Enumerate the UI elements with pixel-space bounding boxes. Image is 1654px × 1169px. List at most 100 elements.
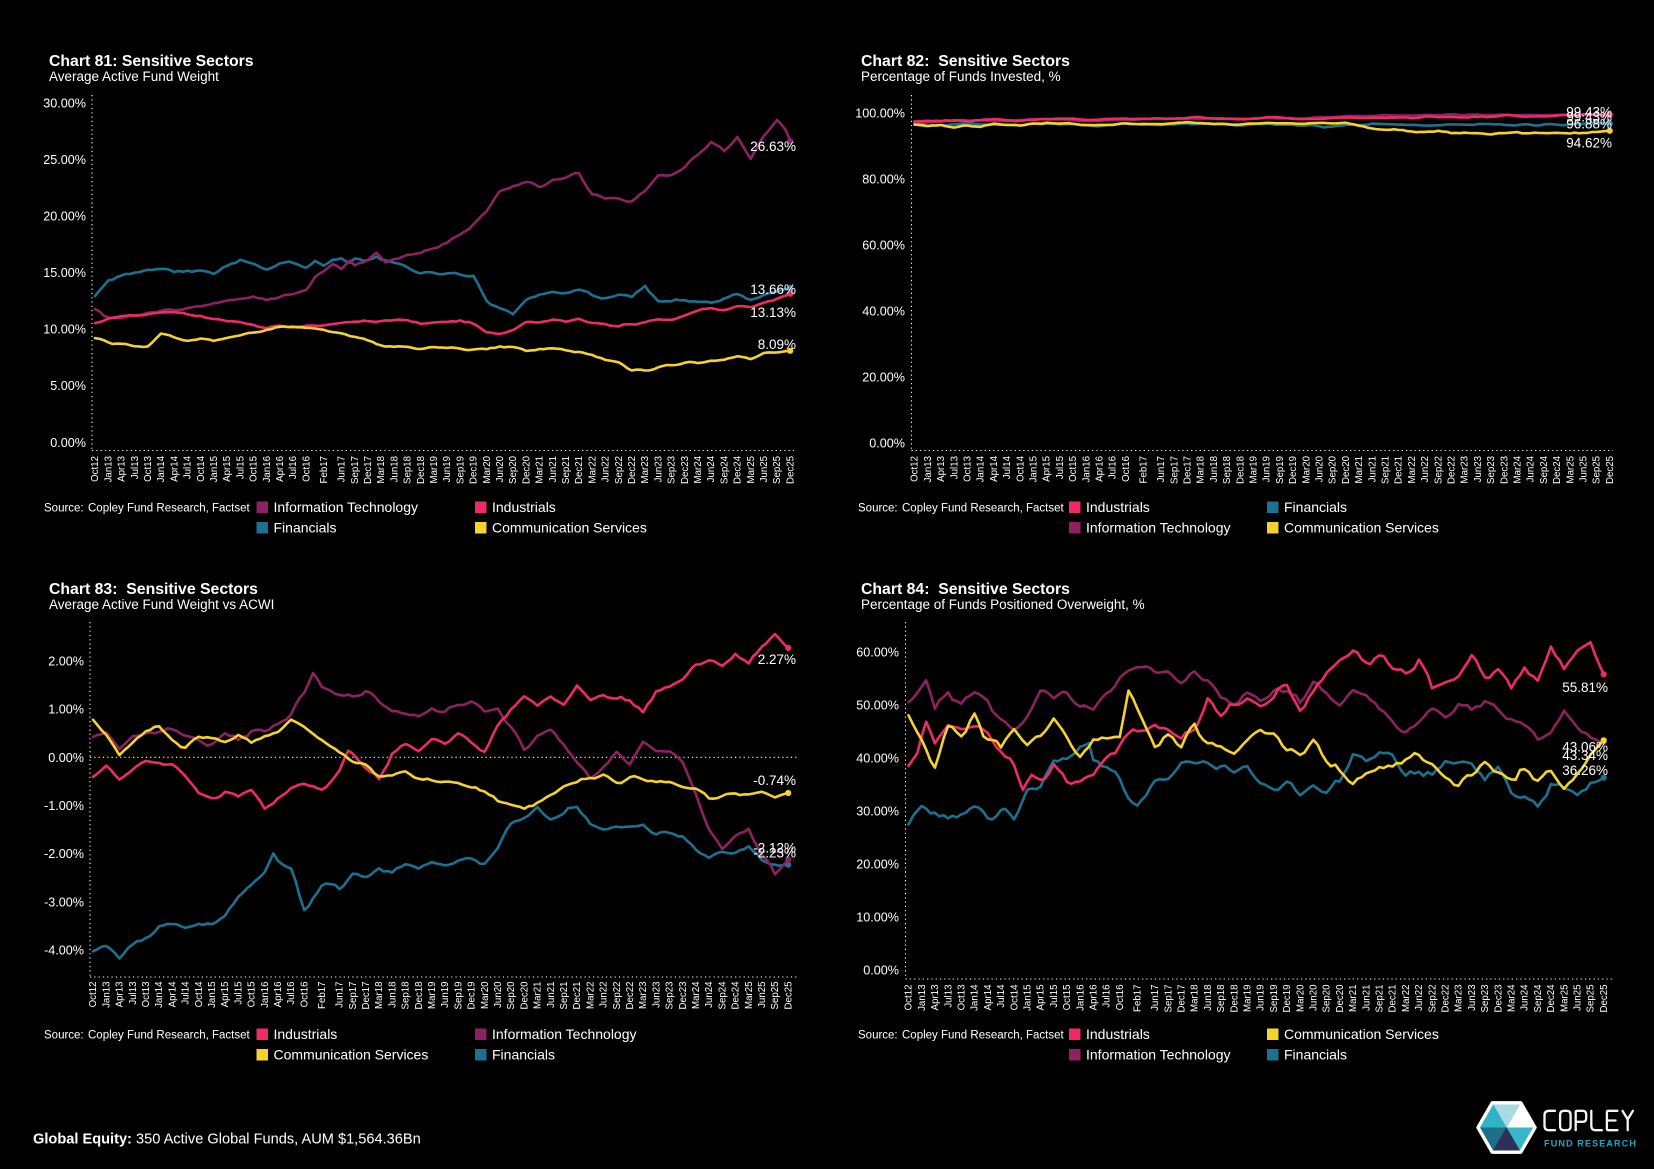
- svg-text:Jun19: Jun19: [1262, 456, 1273, 482]
- svg-text:Dec22: Dec22: [1441, 985, 1452, 1013]
- svg-text:-2.00%: -2.00%: [44, 847, 84, 861]
- svg-text:Dec17: Dec17: [361, 982, 372, 1010]
- svg-text:Jun25: Jun25: [1579, 456, 1590, 482]
- svg-text:Financials: Financials: [1284, 1046, 1347, 1062]
- svg-text:Sep17: Sep17: [1169, 456, 1180, 484]
- svg-text:Sep22: Sep22: [1433, 456, 1444, 484]
- svg-text:Sep19: Sep19: [455, 456, 466, 484]
- svg-text:Jul14: Jul14: [1002, 455, 1013, 479]
- svg-text:Jul13: Jul13: [943, 985, 954, 1008]
- svg-text:Chart 81: Sensitive Sectors: Chart 81: Sensitive Sectors: [49, 53, 254, 70]
- svg-text:Mar25: Mar25: [744, 982, 755, 1009]
- svg-text:Global Equity: 350 Active Glob: Global Equity: 350 Active Global Funds, …: [33, 1132, 421, 1148]
- svg-text:Mar18: Mar18: [374, 982, 385, 1009]
- svg-text:Jul15: Jul15: [1055, 456, 1066, 479]
- svg-text:Mar21: Mar21: [535, 456, 546, 483]
- svg-text:Sep24: Sep24: [719, 455, 730, 484]
- svg-text:Information Technology: Information Technology: [1086, 519, 1231, 535]
- svg-text:Mar23: Mar23: [640, 456, 651, 483]
- svg-text:Apr14: Apr14: [983, 984, 994, 1010]
- svg-text:Sep20: Sep20: [506, 981, 517, 1010]
- svg-text:Communication Services: Communication Services: [1284, 1026, 1439, 1042]
- svg-text:Communication Services: Communication Services: [1284, 519, 1439, 535]
- svg-text:Apr16: Apr16: [1095, 456, 1106, 482]
- svg-text:Information Technology: Information Technology: [1086, 1046, 1231, 1062]
- svg-text:Dec24: Dec24: [731, 981, 742, 1010]
- svg-text:Sep18: Sep18: [1216, 985, 1227, 1013]
- svg-text:Source:: Source:: [44, 503, 84, 515]
- svg-text:Sep23: Sep23: [667, 456, 678, 484]
- svg-text:Jun23: Jun23: [651, 982, 662, 1008]
- svg-text:1.00%: 1.00%: [48, 703, 84, 717]
- svg-text:Dec20: Dec20: [1335, 984, 1346, 1013]
- svg-text:Jun21: Jun21: [1361, 985, 1372, 1011]
- svg-text:Jan16: Jan16: [1081, 456, 1092, 482]
- svg-text:Jan14: Jan14: [976, 455, 987, 482]
- svg-text:Jan13: Jan13: [917, 985, 928, 1011]
- svg-text:Jun23: Jun23: [653, 456, 664, 482]
- svg-text:Jun17: Jun17: [1156, 456, 1167, 482]
- svg-text:15.00%: 15.00%: [43, 266, 86, 280]
- svg-text:Average Active Fund Weight: Average Active Fund Weight: [49, 69, 219, 84]
- svg-text:Jun25: Jun25: [757, 982, 768, 1008]
- svg-text:Dec18: Dec18: [416, 456, 427, 484]
- svg-text:Dec18: Dec18: [1235, 456, 1246, 484]
- svg-text:Jan13: Jan13: [101, 982, 112, 1008]
- svg-text:Jun18: Jun18: [1203, 985, 1214, 1011]
- svg-text:Oct14: Oct14: [194, 981, 205, 1007]
- svg-text:Jan16: Jan16: [260, 982, 271, 1008]
- svg-text:Oct13: Oct13: [141, 982, 152, 1008]
- svg-text:Financials: Financials: [492, 1046, 555, 1062]
- svg-text:Jun20: Jun20: [1309, 984, 1320, 1011]
- svg-text:Dec18: Dec18: [414, 982, 425, 1010]
- svg-text:Dec17: Dec17: [1177, 985, 1188, 1013]
- svg-text:Copley Fund Research, Factset: Copley Fund Research, Factset: [88, 503, 251, 515]
- svg-text:Sep24: Sep24: [1533, 984, 1544, 1013]
- svg-text:Mar25: Mar25: [746, 456, 757, 483]
- svg-text:Jan15: Jan15: [209, 456, 220, 482]
- svg-text:0.00%: 0.00%: [869, 437, 905, 451]
- svg-text:Sep24: Sep24: [1539, 455, 1550, 484]
- svg-text:Jun25: Jun25: [1573, 985, 1584, 1011]
- svg-text:Average Active Fund Weight vs: Average Active Fund Weight vs ACWI: [49, 597, 274, 612]
- svg-text:Sep21: Sep21: [561, 456, 572, 484]
- svg-text:Jun19: Jun19: [1256, 985, 1267, 1011]
- svg-text:Apr14: Apr14: [169, 455, 180, 481]
- svg-text:Sep22: Sep22: [614, 456, 625, 484]
- svg-text:Financials: Financials: [274, 519, 337, 535]
- svg-text:99.43%: 99.43%: [1566, 109, 1612, 124]
- svg-text:Oct16: Oct16: [1115, 985, 1126, 1011]
- svg-text:Apr13: Apr13: [115, 982, 126, 1008]
- svg-text:2.00%: 2.00%: [48, 654, 84, 668]
- svg-text:0.00%: 0.00%: [48, 751, 84, 765]
- svg-text:Dec23: Dec23: [1493, 985, 1504, 1013]
- svg-text:Oct15: Oct15: [1062, 985, 1073, 1011]
- svg-text:Mar24: Mar24: [1513, 455, 1524, 483]
- svg-text:Apr13: Apr13: [936, 456, 947, 482]
- svg-text:2.27%: 2.27%: [758, 652, 796, 667]
- svg-text:Jul13: Jul13: [128, 982, 139, 1005]
- svg-text:Mar20: Mar20: [1301, 455, 1312, 483]
- svg-text:Sep19: Sep19: [453, 982, 464, 1010]
- svg-text:100.00%: 100.00%: [855, 107, 905, 121]
- svg-text:Sep20: Sep20: [1322, 984, 1333, 1013]
- svg-text:Industrials: Industrials: [1086, 499, 1150, 515]
- svg-text:-1.00%: -1.00%: [44, 799, 84, 813]
- svg-text:Sep18: Sep18: [403, 456, 414, 484]
- svg-text:Sep21: Sep21: [1375, 985, 1386, 1013]
- svg-text:Jun21: Jun21: [1367, 456, 1378, 482]
- svg-text:Jun18: Jun18: [1209, 456, 1220, 482]
- svg-text:Apr15: Apr15: [222, 456, 233, 482]
- svg-text:Sep24: Sep24: [717, 981, 728, 1010]
- svg-text:Jun19: Jun19: [442, 456, 453, 482]
- svg-text:Financials: Financials: [1284, 499, 1347, 515]
- svg-text:Jul16: Jul16: [1102, 985, 1113, 1008]
- svg-text:Dec18: Dec18: [1229, 985, 1240, 1013]
- svg-text:36.26%: 36.26%: [1562, 763, 1608, 778]
- svg-text:30.00%: 30.00%: [43, 97, 86, 111]
- svg-text:13.66%: 13.66%: [750, 282, 796, 297]
- svg-text:-4.00%: -4.00%: [44, 944, 84, 958]
- svg-text:20.00%: 20.00%: [43, 210, 86, 224]
- svg-text:Mar21: Mar21: [533, 982, 544, 1009]
- svg-text:Apr16: Apr16: [275, 456, 286, 482]
